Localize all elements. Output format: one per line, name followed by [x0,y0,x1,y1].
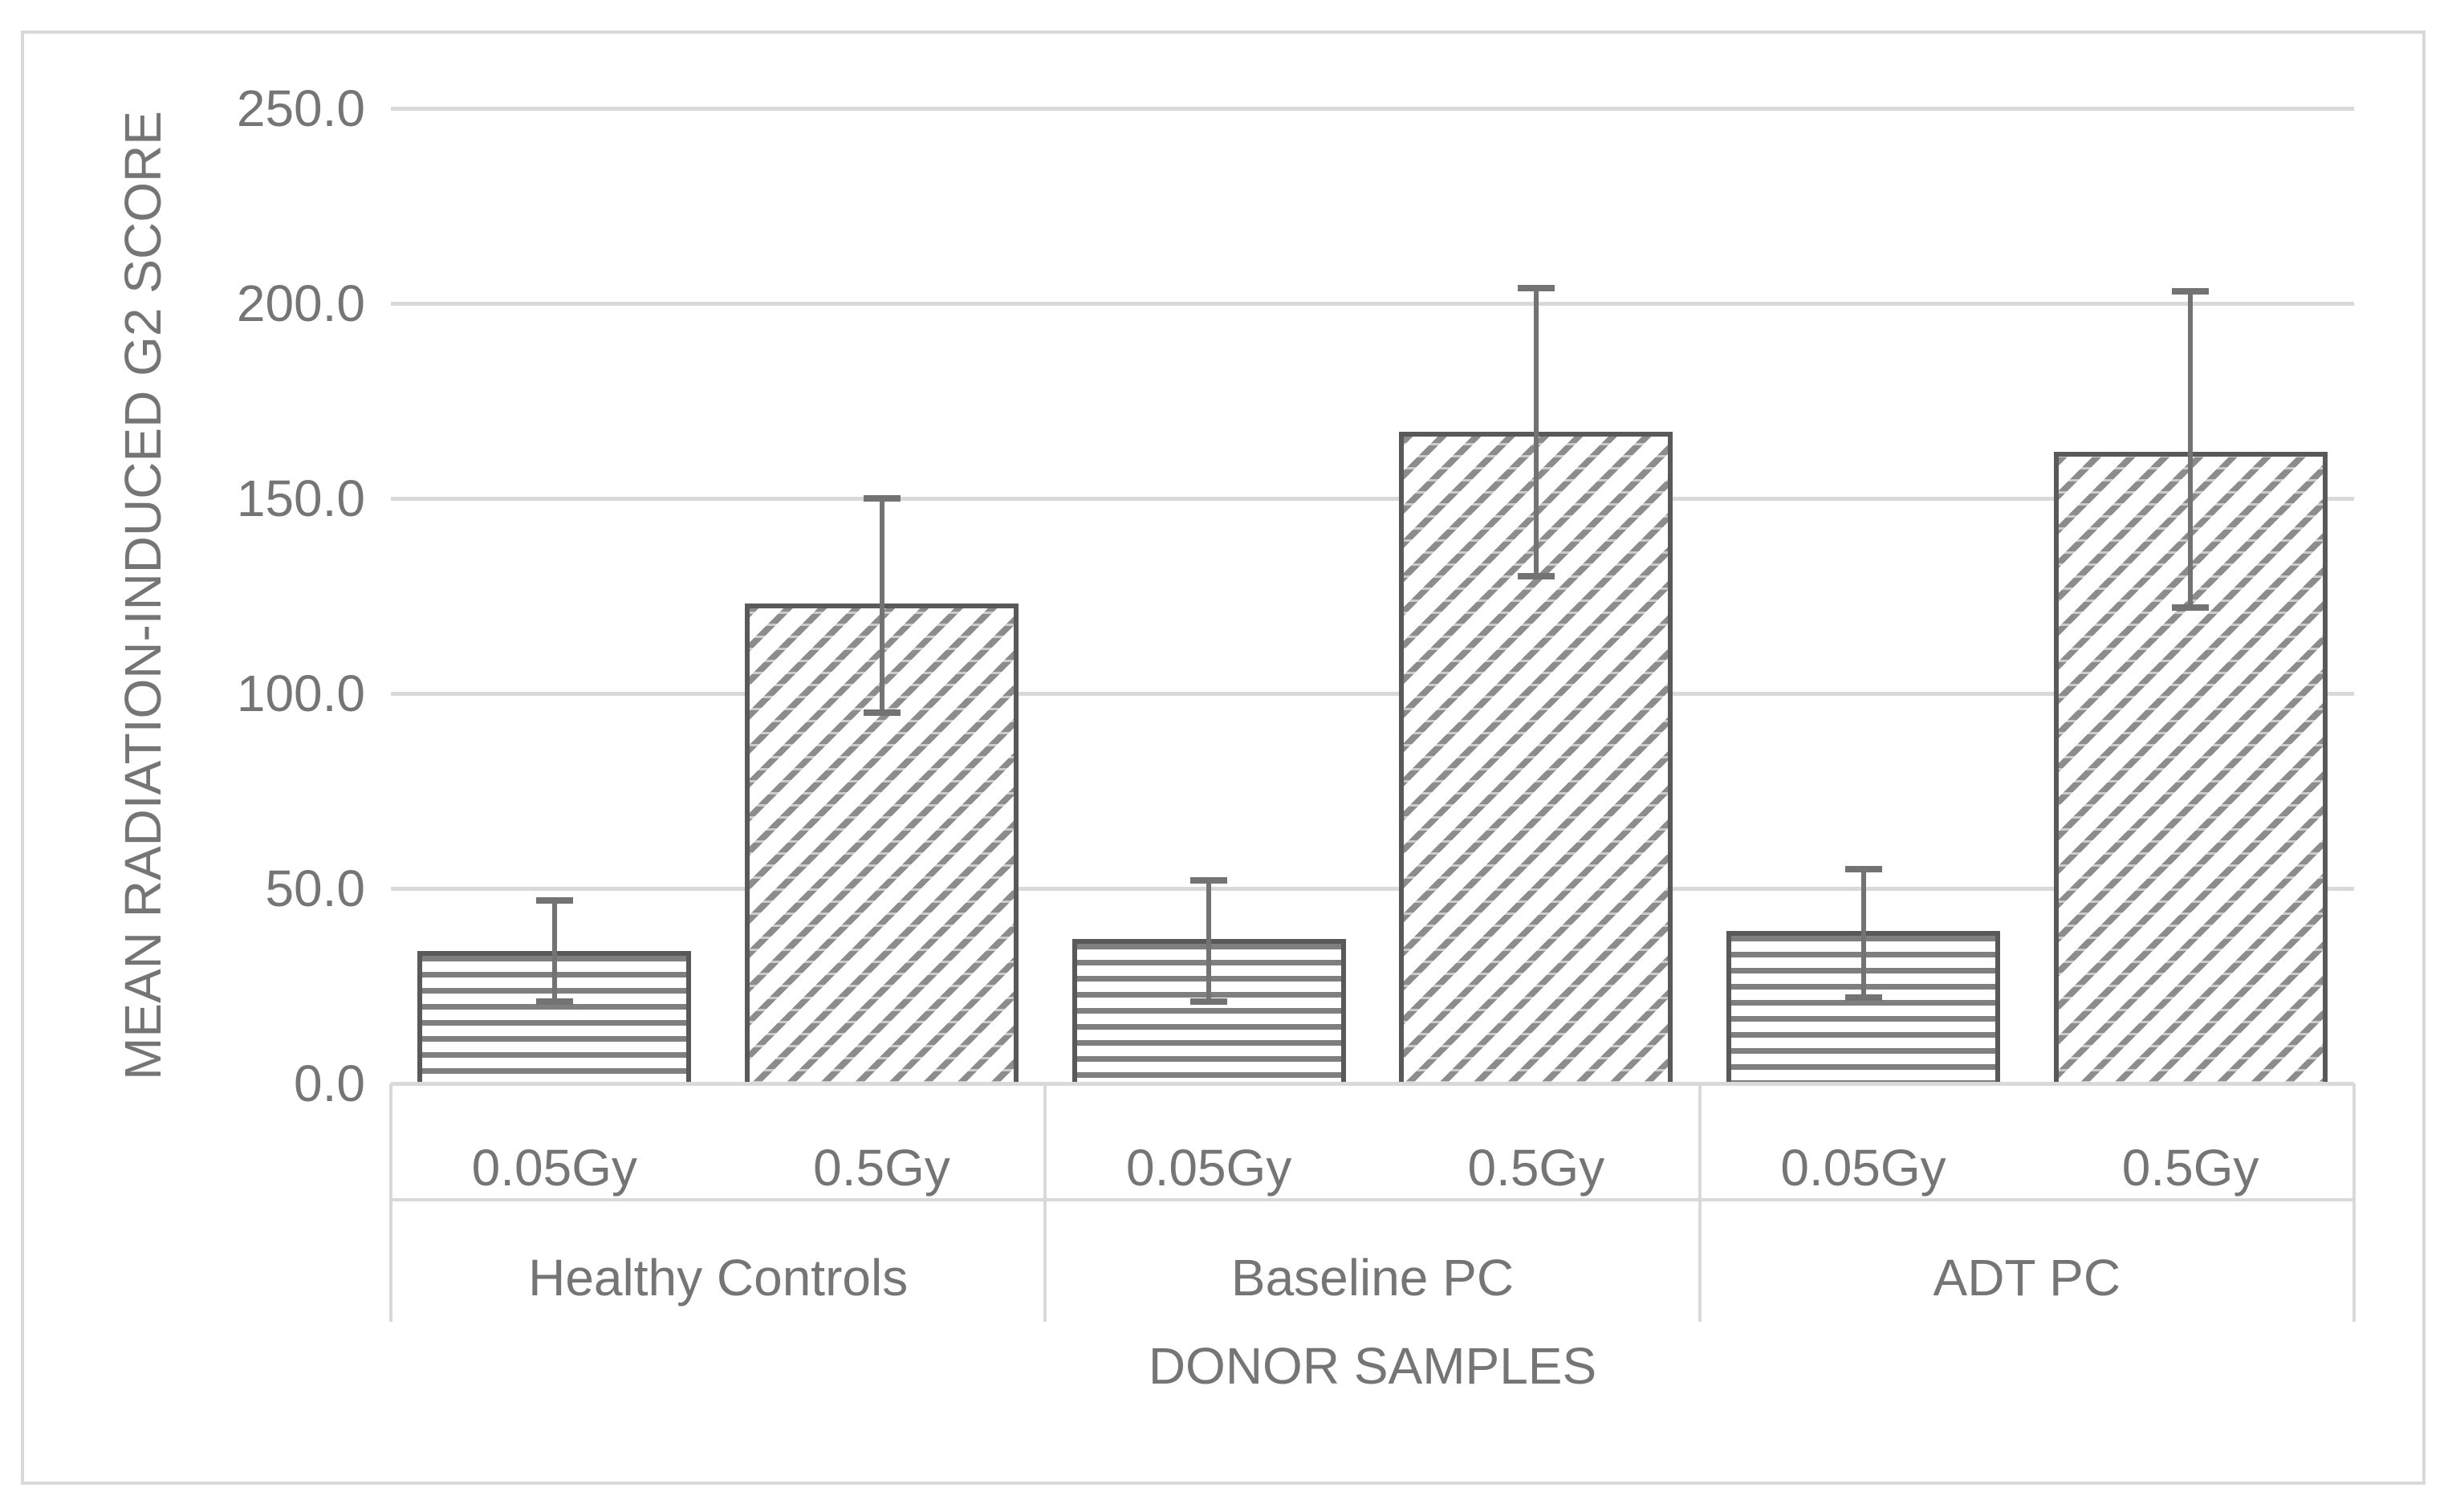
error-bar-stem [2188,291,2194,608]
gridline [391,887,2354,891]
x-axis-line-overlay [391,1082,2354,1086]
chart-outer-border [21,30,2426,1485]
error-bar-cap-bottom [535,998,573,1005]
error-bar-cap-top [535,896,573,904]
y-tick-label: 150.0 [236,469,365,527]
gridline [391,497,2354,501]
table-column-divider [1043,1083,1047,1322]
y-tick-label: 0.0 [294,1055,365,1112]
x-group-label: Healthy Controls [528,1249,909,1307]
error-bar-cap-bottom [1190,998,1228,1005]
x-group-label: Baseline PC [1230,1249,1515,1307]
x-dose-label: 0.5Gy [2121,1139,2259,1197]
table-column-divider [1698,1083,1702,1322]
table-column-divider [2352,1083,2356,1322]
bar-adt-pc-0.05gy [1726,931,2000,1083]
y-tick-label: 250.0 [236,79,365,137]
error-bar-stem [551,900,557,1002]
table-column-divider [389,1083,392,1322]
gridline [391,107,2354,111]
y-axis-title: MEAN RADIATION-INDUCED G2 SCORE [114,111,172,1080]
error-bar-cap-top [1517,284,1555,291]
error-bar-stem [1860,868,1866,998]
y-tick-label: 100.0 [236,665,365,722]
error-bar-stem [1206,880,1212,1002]
error-bar-cap-top [1844,865,1882,872]
x-dose-label: 0.05Gy [1125,1139,1292,1197]
error-bar-cap-top [2172,288,2210,295]
bar-adt-pc-0.5gy [2053,451,2328,1083]
y-tick-label: 200.0 [236,274,365,332]
error-bar-stem [879,498,884,713]
y-tick-label: 50.0 [265,860,365,917]
error-bar-cap-bottom [1517,573,1555,580]
bar-healthy-controls-0.05gy [417,950,692,1083]
error-bar-stem [1533,287,1539,577]
gridline [391,692,2354,696]
table-row-divider [391,1198,2354,1201]
error-bar-cap-top [863,495,901,502]
x-dose-label: 0.05Gy [471,1139,637,1197]
error-bar-cap-top [1190,877,1228,884]
error-bar-cap-bottom [863,709,901,717]
x-group-label: ADT PC [1933,1249,2121,1307]
error-bar-cap-bottom [2172,604,2210,612]
x-dose-label: 0.5Gy [1467,1139,1605,1197]
x-dose-label: 0.05Gy [1780,1139,1946,1197]
x-dose-label: 0.5Gy [813,1139,950,1197]
x-axis-title: DONOR SAMPLES [1148,1337,1597,1395]
gridline [391,302,2354,306]
error-bar-cap-bottom [1844,994,1882,1002]
